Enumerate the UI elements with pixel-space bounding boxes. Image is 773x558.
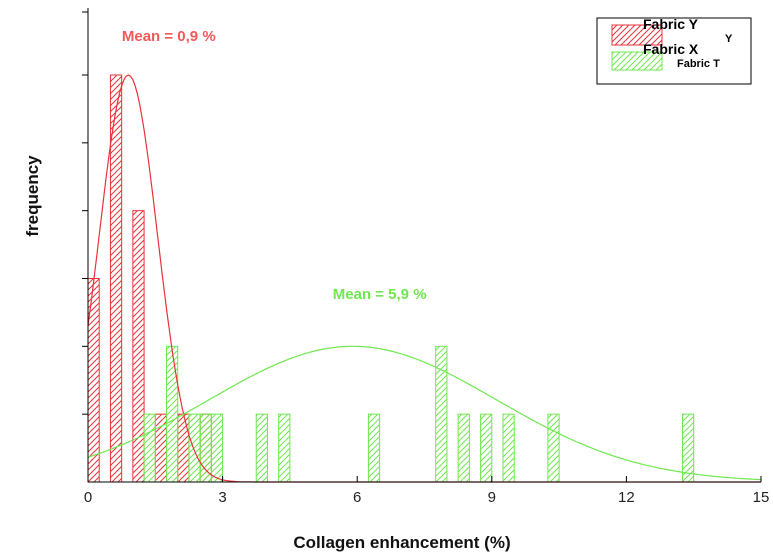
legend-ghost-text-1: Y [725,33,733,45]
x-tick-label-2: 6 [353,489,361,506]
bar-fabric-x-5 [255,413,268,483]
legend-label-fabric-y: Fabric Y [643,16,699,32]
bar-fabric-x-3 [199,413,212,483]
x-tick-label-4: 12 [618,489,635,506]
x-tick-label-3: 9 [488,489,496,506]
x-axis-label: Collagen enhancement (%) [293,533,510,552]
bar-fabric-x-1 [166,345,179,483]
mean-annotation-0: Mean = 0,9 % [122,28,216,45]
legend-ghost-text-2: Fabric T [677,58,720,70]
bar-fabric-y-4 [177,413,190,483]
plot-area [88,8,761,482]
legend-label-fabric-x: Fabric X [643,41,699,57]
bar-fabric-x-4 [210,413,224,483]
bar-fabric-x-12 [547,413,560,483]
bar-fabric-x-13 [681,413,695,483]
x-tick-label-1: 3 [218,489,226,506]
x-axis-ticks: 0 3 6 9 12 15 [84,476,770,506]
bar-fabric-x-11 [502,413,515,483]
x-tick-label-5: 15 [753,489,770,506]
fit-curve-fabric-x [87,345,762,481]
bar-fabric-x-9 [457,413,470,483]
mean-annotations: Mean = 0,9 % Mean = 5,9 % [122,28,427,303]
legend: Y Fabric T Fabric Y Fabric X [596,16,752,85]
bar-fabric-x-2 [188,413,201,483]
x-tick-label-0: 0 [84,489,92,506]
bar-fabric-x-6 [278,413,291,483]
y-axis-ticks [82,11,88,415]
y-axis-label: frequency [23,155,42,237]
mean-annotation-1: Mean = 5,9 % [333,286,427,303]
legend-swatch-fabric-y [611,24,663,46]
bar-fabric-y-2 [132,210,145,483]
bar-fabric-x-7 [367,413,381,483]
bar-fabric-x-8 [435,345,448,483]
bar-fabric-x-0 [143,413,156,483]
bar-fabric-x-10 [480,413,493,483]
legend-swatch-fabric-x [611,51,663,71]
